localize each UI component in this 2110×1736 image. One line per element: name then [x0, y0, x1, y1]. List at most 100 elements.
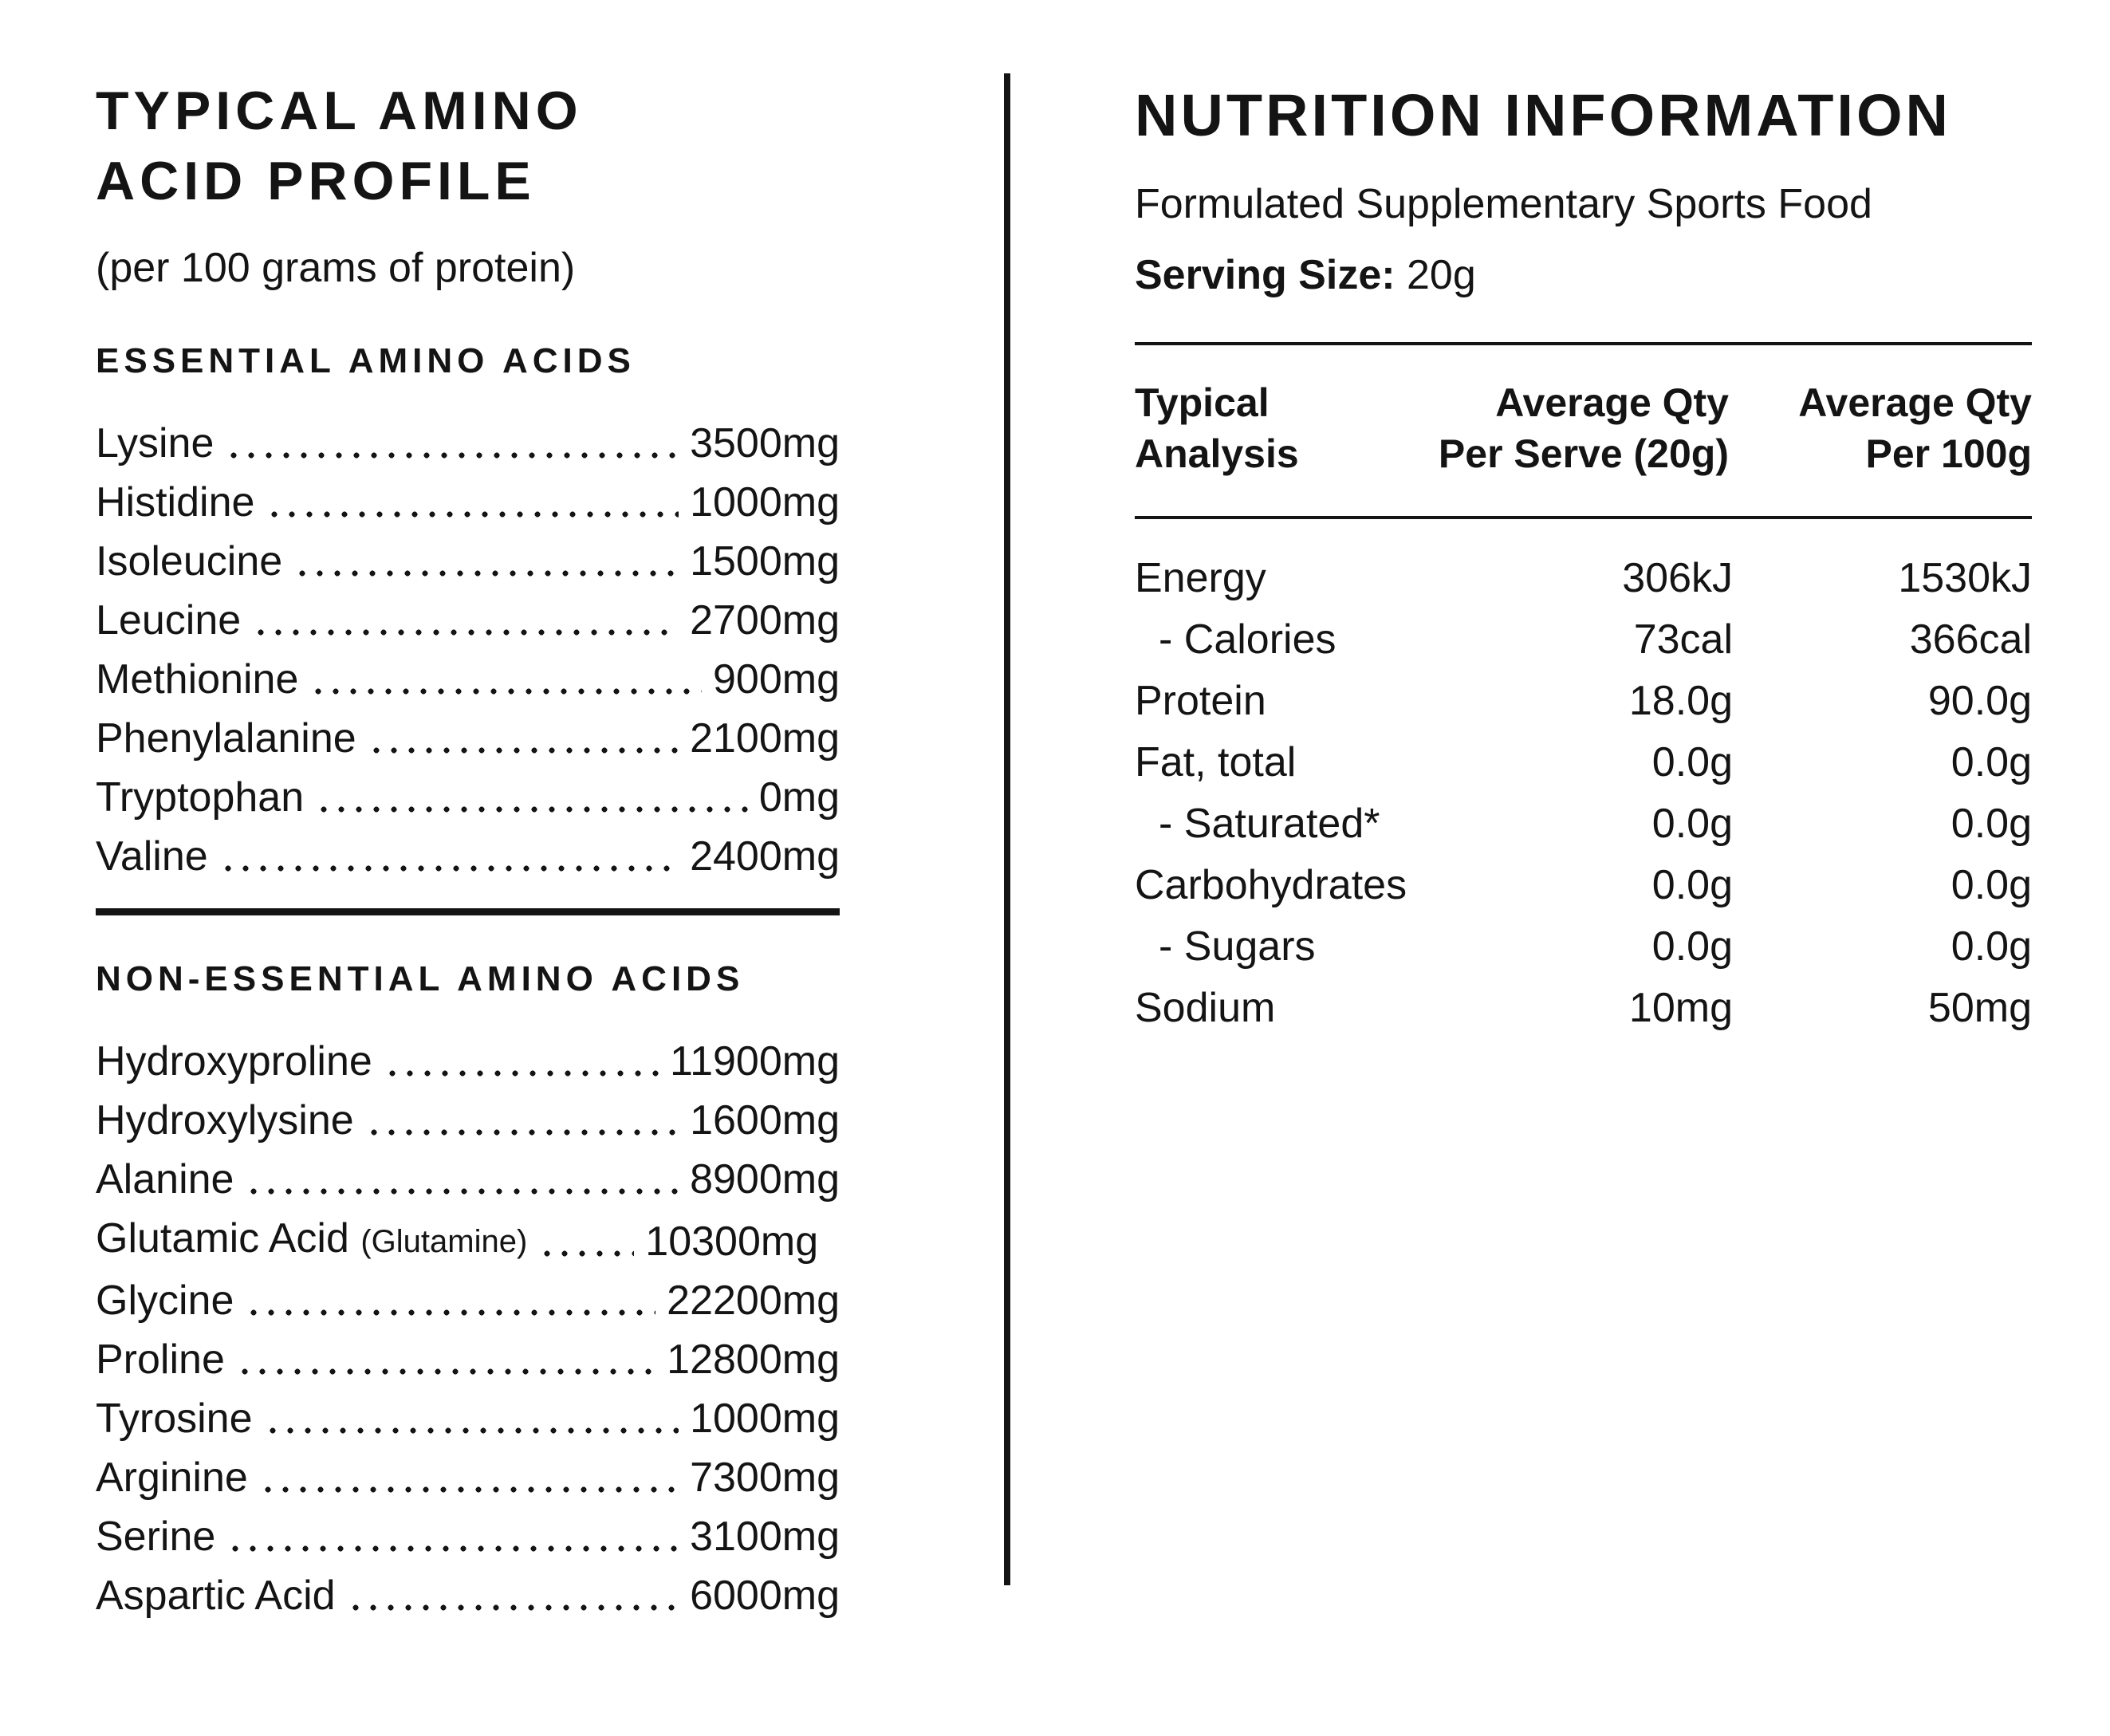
per-serve-value: 306kJ [1622, 555, 1733, 601]
dot-leader [315, 805, 748, 814]
dot-leader [245, 1187, 679, 1196]
panel-divider-line [1004, 73, 1010, 1585]
dot-leader [367, 746, 679, 755]
section-divider-line [96, 908, 840, 915]
per-serve-value: 18.0g [1628, 678, 1733, 724]
amino-acid-name: Arginine [96, 1455, 248, 1501]
essential-amino-acids-heading: ESSENTIAL AMINO ACIDS [96, 341, 636, 380]
amino-acid-value: 7300mg [690, 1455, 840, 1501]
per-serve-value: 73cal [1633, 616, 1733, 663]
nutrient-label: Carbohydrates [1135, 862, 1407, 908]
amino-acid-row: Lysine 3500mg [96, 414, 840, 473]
amino-acid-name: Glutamic Acid (Glutamine) [96, 1215, 528, 1262]
amino-acid-value: 10300mg [645, 1218, 819, 1265]
amino-acid-row: Tryptophan 0mg [96, 768, 840, 827]
amino-acid-row: Arginine 7300mg [96, 1448, 840, 1507]
amino-acid-value: 0mg [758, 774, 840, 821]
table-row: Energy 306kJ 1530kJ [1135, 548, 2032, 609]
amino-acid-row: Alanine 8900mg [96, 1150, 840, 1209]
amino-acid-name: Tyrosine [96, 1395, 253, 1442]
amino-acid-name: Leucine [96, 597, 242, 644]
nutrient-label: Protein [1135, 678, 1266, 724]
amino-acid-name: Alanine [96, 1156, 234, 1203]
table-row: Fat, total 0.0g 0.0g [1135, 732, 2032, 793]
amino-acid-row: Phenylalanine 2100mg [96, 709, 840, 768]
amino-acid-row: Isoleucine 1500mg [96, 532, 840, 591]
amino-acid-row: Tyrosine 1000mg [96, 1389, 840, 1448]
nutrition-information-panel: NUTRITION INFORMATION Formulated Supplem… [1135, 84, 2032, 1039]
dot-leader [263, 1426, 679, 1435]
nutrition-table-header: Typical Analysis Average Qty Per Serve (… [1135, 377, 2032, 479]
per-100g-value: 0.0g [1951, 862, 2032, 908]
dot-leader [226, 1544, 679, 1553]
dot-leader [346, 1603, 679, 1612]
per-100g-value: 1530kJ [1898, 555, 2032, 601]
amino-acid-name: Phenylalanine [96, 715, 356, 762]
amino-acid-name: Histidine [96, 479, 255, 526]
dot-leader [364, 1128, 679, 1137]
nutrient-label: Energy [1135, 555, 1266, 601]
per-serve-value: 10mg [1628, 985, 1733, 1031]
amino-acid-value: 1600mg [690, 1097, 840, 1144]
amino-acid-name-note: (Glutamine) [360, 1224, 528, 1259]
serving-size-line: Serving Size: 20g [1135, 250, 2032, 301]
amino-acid-row: Hydroxylysine 1600mg [96, 1091, 840, 1150]
per-serve-value: 0.0g [1651, 923, 1733, 970]
amino-acid-name: Glycine [96, 1277, 234, 1324]
per-100g-value: 0.0g [1951, 739, 2032, 785]
nutrient-label: - Saturated* [1159, 801, 1380, 847]
essential-amino-acids-list: Lysine 3500mg Histidine 1000mg Isoleucin… [96, 414, 840, 886]
per-100g-value: 0.0g [1951, 923, 2032, 970]
amino-acid-value: 2700mg [690, 597, 840, 644]
nutrient-label: - Sugars [1159, 923, 1316, 970]
amino-profile-title: TYPICAL AMINO ACID PROFILE [96, 76, 840, 216]
amino-acid-name: Aspartic Acid [96, 1573, 336, 1619]
column-header-per-serve: Average Qty Per Serve (20g) [1438, 380, 1729, 476]
non-essential-amino-acids-list: Hydroxyproline 11900mg Hydroxylysine 160… [96, 1032, 840, 1625]
amino-acid-value: 11900mg [670, 1038, 840, 1085]
amino-acid-value: 1500mg [690, 538, 840, 585]
per-serve-value: 0.0g [1651, 862, 1733, 908]
per-100g-value: 90.0g [1927, 678, 2032, 724]
table-row: - Saturated* 0.0g 0.0g [1135, 793, 2032, 855]
amino-acid-name: Serine [96, 1514, 216, 1560]
table-row: Carbohydrates 0.0g 0.0g [1135, 855, 2032, 916]
column-header-typical-analysis: Typical Analysis [1135, 380, 1299, 476]
amino-acid-row: Methionine 900mg [96, 650, 840, 709]
per-100g-value: 0.0g [1951, 801, 2032, 847]
amino-acid-row: Aspartic Acid 6000mg [96, 1566, 840, 1625]
amino-acid-name: Isoleucine [96, 538, 283, 585]
dot-leader [245, 1308, 656, 1317]
amino-acid-profile-panel: TYPICAL AMINO ACID PROFILE (per 100 gram… [96, 76, 840, 1625]
amino-acid-row: Proline 12800mg [96, 1330, 840, 1389]
amino-acid-value: 22200mg [667, 1277, 840, 1324]
dot-leader [252, 628, 679, 637]
amino-acid-row: Glycine 22200mg [96, 1271, 840, 1330]
amino-acid-name: Hydroxylysine [96, 1097, 354, 1144]
serving-size-label: Serving Size: [1135, 252, 1396, 298]
dot-leader [293, 569, 679, 578]
amino-acid-value: 1000mg [690, 479, 840, 526]
nutrient-label: Sodium [1135, 985, 1276, 1031]
amino-acid-value: 12800mg [667, 1336, 840, 1383]
amino-acid-value: 6000mg [690, 1573, 840, 1619]
dot-leader [218, 864, 679, 873]
dot-leader [383, 1069, 659, 1078]
amino-acid-value: 2100mg [690, 715, 840, 762]
formulated-food-subtitle: Formulated Supplementary Sports Food [1135, 181, 1872, 227]
amino-acid-row: Leucine 2700mg [96, 591, 840, 650]
amino-profile-title-line2: ACID PROFILE [96, 151, 536, 211]
amino-acid-row: Serine 3100mg [96, 1507, 840, 1566]
table-row: Sodium 10mg 50mg [1135, 978, 2032, 1039]
amino-acid-value: 900mg [713, 656, 840, 703]
per-serve-value: 0.0g [1651, 739, 1733, 785]
dot-leader [538, 1249, 635, 1258]
non-essential-amino-acids-heading: NON-ESSENTIAL AMINO ACIDS [96, 959, 745, 998]
amino-acid-row: Valine 2400mg [96, 827, 840, 886]
per-serve-value: 0.0g [1651, 801, 1733, 847]
per-100g-value: 366cal [1909, 616, 2032, 663]
table-header-rule [1135, 516, 2032, 519]
amino-profile-title-line1: TYPICAL AMINO [96, 81, 583, 141]
amino-acid-name: Proline [96, 1336, 225, 1383]
